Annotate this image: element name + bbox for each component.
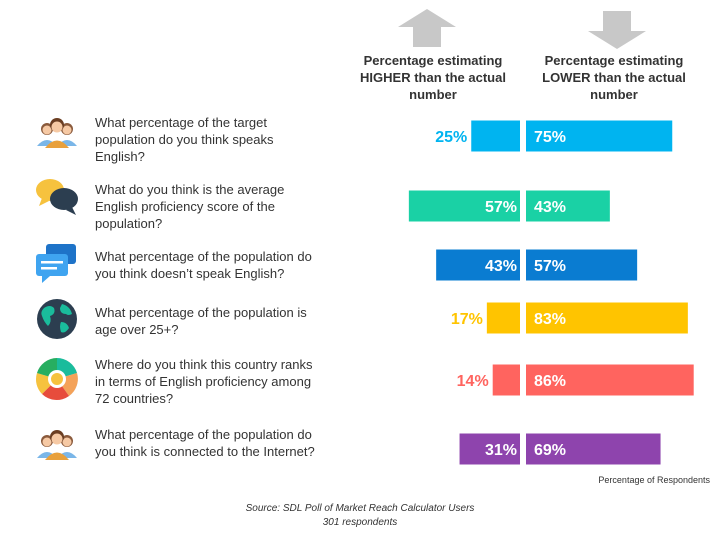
question-6: What percentage of the population do you… (95, 427, 315, 459)
question-4: What percentage of the population is age… (95, 305, 307, 337)
label-higher-1: 25% (435, 129, 467, 146)
bar-lower-1 (526, 120, 673, 152)
bar-higher-2 (408, 190, 520, 222)
globe-icon (37, 299, 77, 339)
question-5: Where do you think this country ranks in… (95, 357, 313, 406)
people-icon (37, 118, 77, 148)
speech-bubbles-icon (36, 179, 78, 215)
label-lower-2: 43% (534, 199, 566, 216)
x-axis-label: Percentage of Respondents (598, 475, 710, 485)
label-lower-3: 57% (534, 258, 566, 275)
bar-lower-6 (526, 433, 661, 465)
bar-higher-4 (486, 302, 520, 334)
respondents-line: 301 respondents (322, 517, 398, 528)
ranking-wheel-icon (36, 358, 78, 400)
chat-message-icon (36, 244, 76, 283)
header-higher: Percentage estimating HIGHER than the ac… (360, 53, 506, 102)
question-3: What percentage of the population do you… (95, 249, 312, 281)
arrow-up-icon (398, 9, 456, 47)
source-line: Source: SDL Poll of Market Reach Calcula… (245, 503, 475, 514)
label-lower-6: 69% (534, 442, 566, 459)
label-higher-6: 31% (485, 442, 517, 459)
label-lower-4: 83% (534, 311, 566, 328)
people-icon (37, 430, 77, 460)
label-higher-3: 43% (485, 258, 517, 275)
arrow-down-icon (588, 11, 646, 49)
bar-lower-2 (526, 190, 610, 222)
question-2: What do you think is the average English… (95, 182, 285, 231)
bar-lower-3 (526, 249, 638, 281)
label-higher-2: 57% (485, 199, 517, 216)
label-higher-4: 17% (451, 311, 483, 328)
label-higher-5: 14% (457, 373, 489, 390)
label-lower-1: 75% (534, 129, 566, 146)
bar-higher-5 (492, 364, 520, 396)
bar-higher-1 (471, 120, 520, 152)
bar-lower-4 (526, 302, 688, 334)
bar-higher-6 (459, 433, 520, 465)
bar-higher-3 (436, 249, 520, 281)
bar-lower-5 (526, 364, 694, 396)
question-1: What percentage of the target population… (95, 115, 274, 164)
label-lower-5: 86% (534, 373, 566, 390)
header-lower: Percentage estimating LOWER than the act… (542, 53, 686, 102)
